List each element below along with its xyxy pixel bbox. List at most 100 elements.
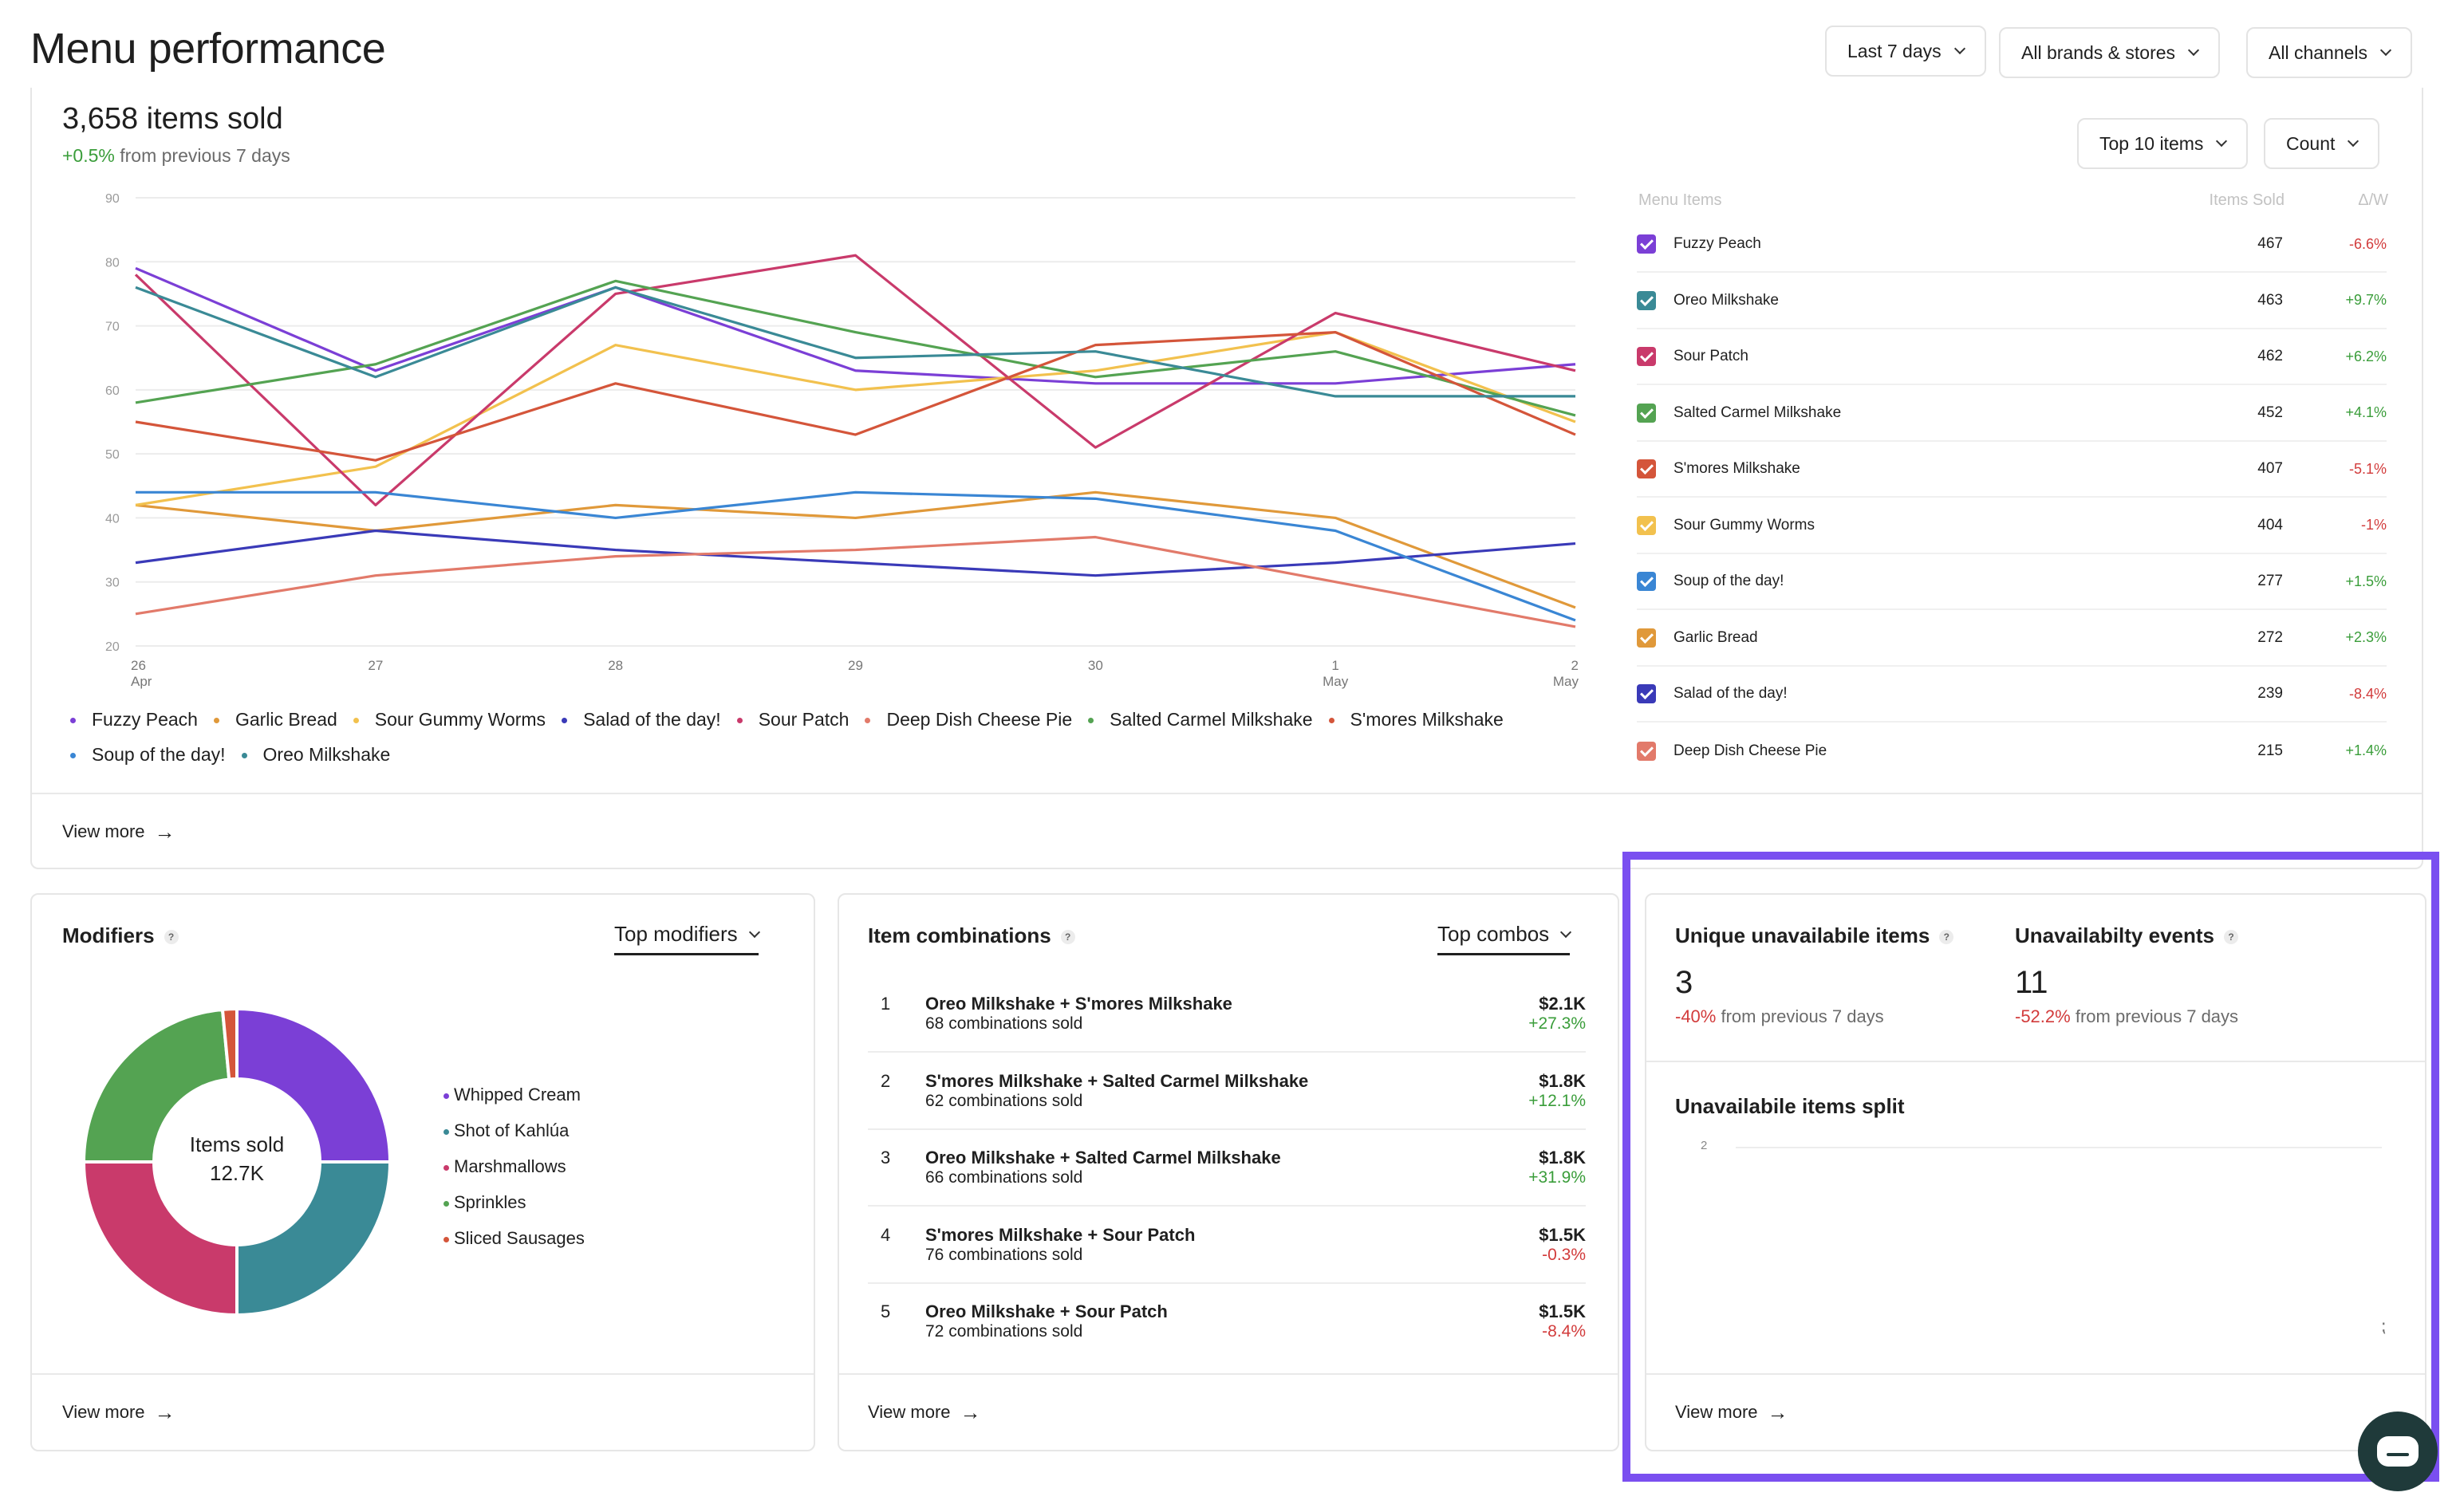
menu-table-row[interactable]: Fuzzy Peach 467 -6.6% [1637, 217, 2387, 273]
menu-table-row[interactable]: Deep Dish Cheese Pie 215 +1.4% [1637, 723, 2387, 779]
checkbox-checked-icon[interactable] [1637, 347, 1656, 366]
legend-item[interactable]: S'mores Milkshake [1328, 709, 1504, 730]
unavailability-events-title: Unavailabilty events? [2015, 923, 2238, 948]
modifiers-select[interactable]: Top modifiers [614, 922, 760, 955]
combo-row[interactable]: 5 Oreo Milkshake + Sour Patch 72 combinati… [868, 1284, 1586, 1360]
unique-unavailable-suffix: from previous 7 days [1721, 1006, 1884, 1026]
top-items-select[interactable]: Top 10 items [2077, 118, 2249, 169]
legend-item[interactable]: Fuzzy Peach [70, 709, 198, 730]
menu-table-row[interactable]: Sour Gummy Worms 404 -1% [1637, 498, 2387, 554]
legend-label: Oreo Milkshake [262, 744, 391, 765]
donut-slice-shot-of-kahl-a[interactable] [235, 1160, 392, 1317]
modifier-legend-item[interactable]: Shot of Kahlúa [444, 1112, 585, 1148]
donut-slice-sliced-sausages[interactable] [220, 1006, 239, 1081]
legend-item[interactable]: Sour Patch [736, 709, 850, 730]
y-tick-label: 70 [105, 321, 120, 334]
menu-item-name: Garlic Bread [1674, 628, 1758, 646]
legend-item[interactable]: Salad of the day! [562, 709, 721, 730]
legend-dot [444, 1128, 449, 1135]
legend-item[interactable]: Sour Gummy Worms [353, 709, 546, 730]
combo-name: S'mores Milkshake + Salted Carmel Milksh… [925, 1070, 1309, 1091]
combo-row[interactable]: 1 Oreo Milkshake + S'mores Milkshake 68 co… [868, 976, 1586, 1053]
metric-select[interactable]: Count [2264, 118, 2380, 169]
help-icon[interactable]: ? [164, 930, 179, 945]
delta-header: Δ/W [2358, 191, 2388, 209]
combo-delta: -0.3% [1542, 1245, 1586, 1264]
unique-unavailable-title-text: Unique unavailabile items [1675, 923, 1930, 947]
menu-table-row[interactable]: Salad of the day! 239 -8.4% [1637, 667, 2387, 723]
donut-center-label: Items sold [189, 1132, 285, 1156]
x-tick-label: 26 [131, 658, 146, 673]
items-sold-delta-line: +0.5% from previous 7 days [62, 145, 290, 167]
legend-dot [865, 718, 871, 724]
combo-count: 76 combinations sold [925, 1245, 1083, 1264]
combinations-view-more-link[interactable]: View more → [868, 1402, 981, 1423]
checkbox-checked-icon[interactable] [1637, 628, 1656, 648]
chevron-down-icon [2216, 135, 2228, 148]
donut-slice-marshmallows[interactable] [81, 1160, 239, 1317]
menu-item-name: Deep Dish Cheese Pie [1674, 742, 1827, 759]
legend-item[interactable]: Soup of the day! [70, 744, 226, 765]
combo-row[interactable]: 4 S'mores Milkshake + Sour Patch 76 combin… [868, 1207, 1586, 1284]
unique-unavailable-delta-line: -40% from previous 7 days [1675, 1006, 1884, 1027]
legend-item[interactable]: Deep Dish Cheese Pie [865, 709, 1072, 730]
legend-dot [1088, 718, 1094, 724]
modifier-legend-item[interactable]: Sprinkles [444, 1184, 585, 1220]
unavailable-view-more-link[interactable]: View more → [1675, 1402, 1788, 1423]
modifier-legend-item[interactable]: Sliced Sausages [444, 1220, 585, 1256]
modifier-legend-item[interactable]: Marshmallows [444, 1148, 585, 1184]
checkbox-checked-icon[interactable] [1637, 403, 1656, 423]
x-tick-sublabel: Apr [131, 674, 152, 689]
brands-select[interactable]: All brands & stores [1999, 27, 2221, 78]
modifiers-view-more-link[interactable]: View more → [62, 1402, 175, 1423]
donut-slice-sprinkles[interactable] [81, 1007, 231, 1164]
combo-value: $1.5K [1539, 1301, 1586, 1321]
legend-dot [444, 1236, 449, 1242]
modifier-legend-label: Sliced Sausages [454, 1228, 585, 1248]
view-more-label: View more [868, 1402, 951, 1422]
combinations-card [838, 893, 1619, 1451]
x-tick-label: 30 [1088, 658, 1103, 673]
help-icon[interactable]: ? [1060, 930, 1075, 945]
help-icon[interactable]: ? [1939, 930, 1954, 945]
donut-slice-whipped-cream[interactable] [235, 1006, 392, 1164]
checkbox-checked-icon[interactable] [1637, 515, 1656, 535]
series-line-oreo-milkshake [135, 285, 1575, 398]
menu-table-row[interactable]: Salted Carmel Milkshake 452 +4.1% [1637, 386, 2387, 442]
chart-legend: Fuzzy Peach Garlic Bread Sour Gummy Worms S… [70, 702, 1586, 772]
menu-table-row[interactable]: S'mores Milkshake 407 -5.1% [1637, 442, 2387, 498]
combo-row[interactable]: 2 S'mores Milkshake + Salted Carmel Milks… [868, 1053, 1586, 1130]
combo-name: Oreo Milkshake + Sour Patch [925, 1301, 1168, 1321]
menu-table-row[interactable]: Garlic Bread 272 +2.3% [1637, 611, 2387, 667]
menu-table-row[interactable]: Oreo Milkshake 463 +9.7% [1637, 274, 2387, 329]
series-line-s-mores-milkshake [135, 331, 1576, 462]
chat-button[interactable] [2358, 1412, 2438, 1491]
checkbox-checked-icon[interactable] [1637, 684, 1656, 703]
combo-count: 72 combinations sold [925, 1322, 1083, 1341]
checkbox-checked-icon[interactable] [1637, 572, 1656, 591]
help-icon[interactable]: ? [2224, 930, 2238, 945]
date-range-select[interactable]: Last 7 days [1825, 26, 1986, 77]
legend-item[interactable]: Oreo Milkshake [241, 744, 391, 765]
checkbox-checked-icon[interactable] [1637, 741, 1656, 761]
menu-table-row[interactable]: Sour Patch 462 +6.2% [1637, 329, 2387, 385]
legend-item[interactable]: Salted Carmel Milkshake [1088, 709, 1313, 730]
channels-select[interactable]: All channels [2246, 27, 2413, 78]
items-view-more-link[interactable]: View more → [62, 821, 175, 842]
modifier-legend-item[interactable]: Whipped Cream [444, 1077, 585, 1112]
legend-label: Sour Patch [758, 709, 850, 730]
chevron-down-icon [2187, 44, 2200, 57]
scroll-handle-icon[interactable]: ⁏ [2380, 1316, 2387, 1336]
legend-item[interactable]: Garlic Bread [213, 709, 337, 730]
menu-table-row[interactable]: Soup of the day! 277 +1.5% [1637, 554, 2387, 610]
legend-label: Salted Carmel Milkshake [1110, 709, 1313, 730]
checkbox-checked-icon[interactable] [1637, 234, 1656, 254]
combo-row[interactable]: 3 Oreo Milkshake + Salted Carmel Milkshak… [868, 1130, 1586, 1207]
checkbox-checked-icon[interactable] [1637, 290, 1656, 310]
combos-select[interactable]: Top combos [1437, 922, 1572, 955]
checkbox-checked-icon[interactable] [1637, 459, 1656, 478]
x-tick-sublabel: May [1323, 674, 1349, 689]
menu-item-name: Salted Carmel Milkshake [1674, 404, 1842, 421]
metric-label: Count [2286, 132, 2336, 154]
